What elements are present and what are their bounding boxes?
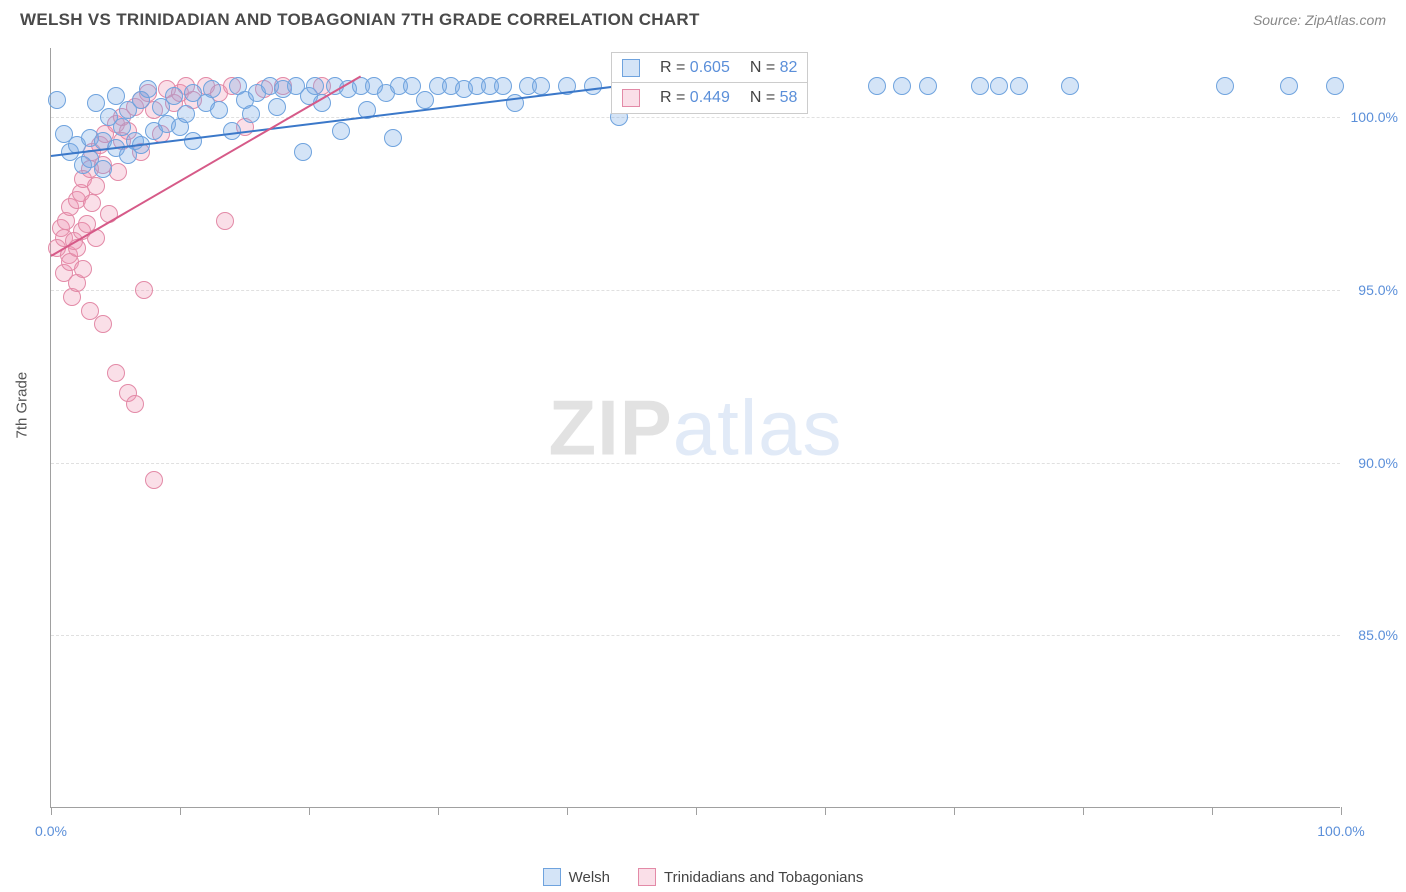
scatter-point [83,194,101,212]
y-tick-label: 90.0% [1358,455,1398,471]
x-tick [696,807,697,815]
stats-swatch-icon [622,59,640,77]
scatter-point [126,395,144,413]
scatter-point [210,101,228,119]
scatter-point [135,281,153,299]
scatter-point [165,87,183,105]
x-tick [438,807,439,815]
watermark: ZIPatlas [548,382,842,473]
scatter-point [1061,77,1079,95]
scatter-point [203,80,221,98]
scatter-point [145,471,163,489]
scatter-point [306,77,324,95]
scatter-point [990,77,1008,95]
scatter-point [384,129,402,147]
scatter-point [94,160,112,178]
scatter-point [416,91,434,109]
scatter-point [48,91,66,109]
scatter-point [216,212,234,230]
scatter-point [139,80,157,98]
scatter-point [494,77,512,95]
stats-swatch-icon [622,89,640,107]
scatter-point [87,177,105,195]
scatter-point [184,132,202,150]
chart-plot-area: ZIPatlas 85.0%90.0%95.0%100.0%0.0%100.0%… [50,48,1340,808]
scatter-point [584,77,602,95]
scatter-point [107,364,125,382]
y-tick-label: 95.0% [1358,282,1398,298]
stats-r-label: R = 0.449 [660,89,730,107]
y-axis-label: 7th Grade [14,372,31,439]
x-tick [1083,807,1084,815]
x-tick [180,807,181,815]
y-tick-label: 100.0% [1351,109,1398,125]
stats-n-label: N = 58 [750,89,798,107]
scatter-point [971,77,989,95]
legend-swatch-icon [543,868,561,886]
scatter-point [74,260,92,278]
legend: Welsh Trinidadians and Tobagonians [0,868,1406,886]
x-tick [1341,807,1342,815]
scatter-point [1010,77,1028,95]
scatter-point [532,77,550,95]
x-tick-label: 0.0% [35,823,67,839]
scatter-point [919,77,937,95]
chart-title: WELSH VS TRINIDADIAN AND TOBAGONIAN 7TH … [20,10,700,30]
x-tick [567,807,568,815]
stats-box: R = 0.605 N = 82 [611,52,808,84]
x-tick [1212,807,1213,815]
scatter-point [1326,77,1344,95]
scatter-point [893,77,911,95]
scatter-point [109,163,127,181]
source-attribution: Source: ZipAtlas.com [1253,12,1386,28]
stats-box: R = 0.449 N = 58 [611,82,808,114]
scatter-point [242,105,260,123]
gridline [51,635,1340,636]
legend-swatch-icon [638,868,656,886]
scatter-point [1280,77,1298,95]
scatter-point [268,98,286,116]
legend-label: Welsh [569,869,610,886]
stats-r-label: R = 0.605 [660,59,730,77]
legend-item: Welsh [543,868,610,886]
gridline [51,463,1340,464]
x-tick [51,807,52,815]
scatter-point [1216,77,1234,95]
y-tick-label: 85.0% [1358,627,1398,643]
gridline [51,290,1340,291]
legend-item: Trinidadians and Tobagonians [638,868,863,886]
scatter-point [94,315,112,333]
scatter-point [868,77,886,95]
stats-n-label: N = 82 [750,59,798,77]
scatter-point [332,122,350,140]
x-tick [825,807,826,815]
scatter-point [294,143,312,161]
legend-label: Trinidadians and Tobagonians [664,869,863,886]
x-tick [309,807,310,815]
x-tick-label: 100.0% [1317,823,1364,839]
scatter-point [177,105,195,123]
x-tick [954,807,955,815]
